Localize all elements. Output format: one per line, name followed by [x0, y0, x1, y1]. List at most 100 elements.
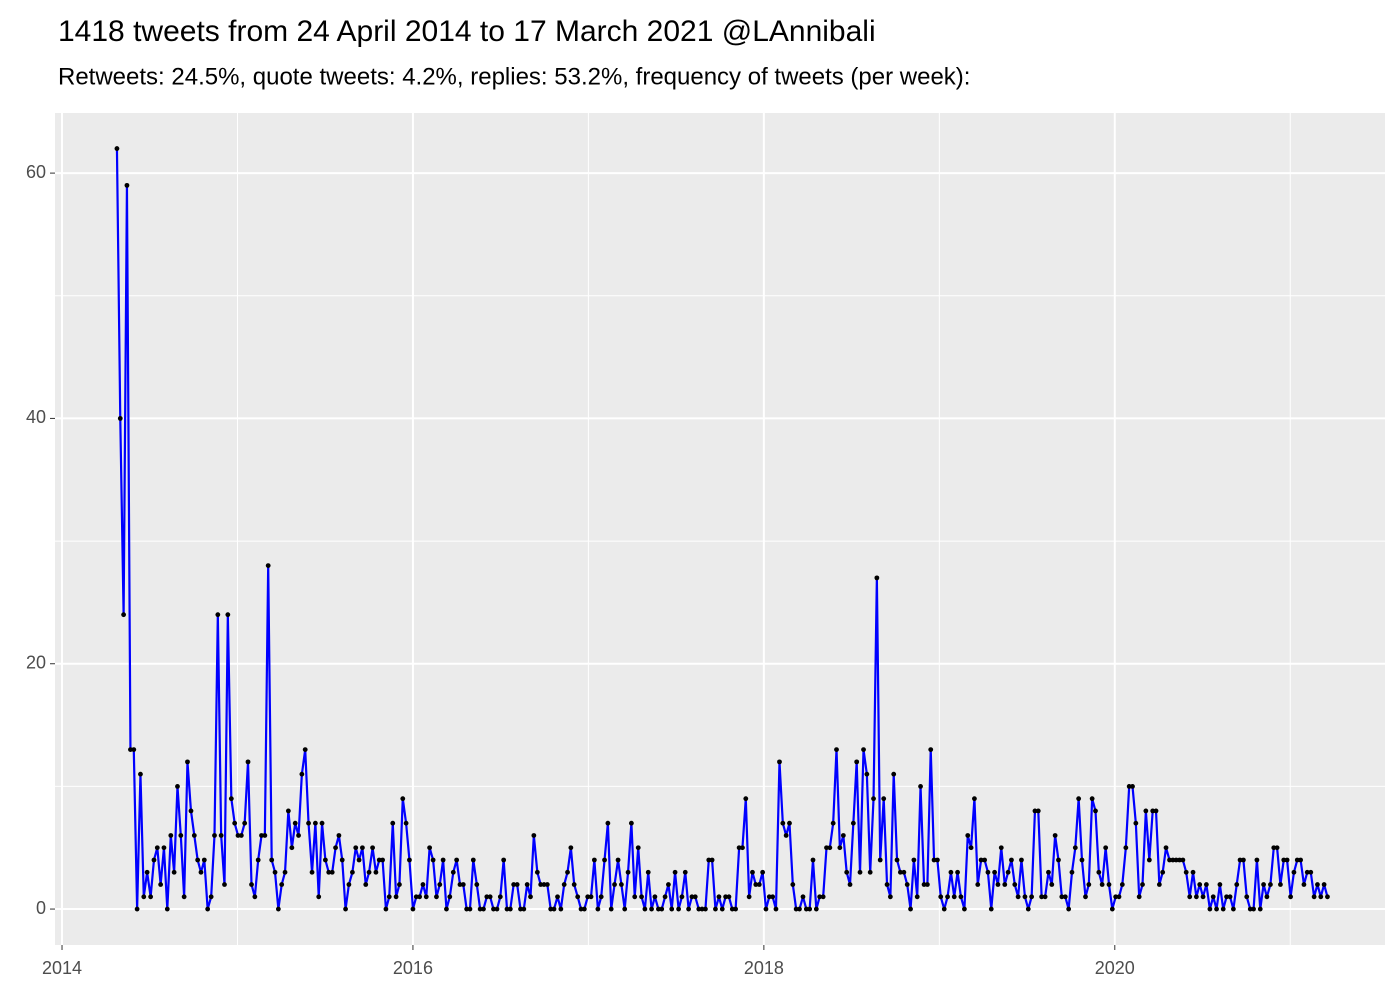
data-point: [585, 894, 591, 900]
data-point: [740, 845, 745, 851]
data-point: [474, 882, 480, 887]
data-point: [128, 747, 133, 753]
data-point: [1264, 894, 1270, 900]
data-point: [437, 882, 443, 887]
data-point: [1244, 894, 1250, 900]
data-point: [481, 906, 486, 912]
data-point: [995, 882, 1001, 887]
data-point: [928, 747, 934, 753]
data-point: [938, 894, 944, 900]
data-point: [302, 747, 308, 753]
data-point: [1274, 845, 1280, 851]
data-point: [444, 906, 449, 912]
data-point: [1234, 882, 1240, 887]
data-point: [847, 882, 853, 887]
data-point: [1288, 894, 1294, 900]
y-tick-label: 40: [26, 407, 46, 427]
data-point: [138, 771, 143, 777]
data-point: [901, 869, 907, 875]
data-point: [161, 845, 167, 851]
data-point: [215, 612, 221, 618]
data-point: [975, 882, 981, 887]
data-point: [837, 845, 843, 851]
data-point: [766, 894, 772, 900]
data-point: [1046, 869, 1051, 875]
data-point: [376, 857, 382, 863]
data-point: [1113, 894, 1119, 900]
data-point: [628, 820, 634, 826]
data-point: [1190, 869, 1196, 875]
data-point: [854, 759, 860, 765]
data-point: [713, 906, 718, 912]
data-point: [612, 882, 617, 887]
data-point: [625, 869, 631, 875]
data-point: [1180, 857, 1186, 863]
data-point: [908, 906, 913, 912]
data-point: [450, 869, 456, 875]
data-point: [1167, 857, 1172, 863]
data-point: [366, 869, 372, 875]
data-point: [682, 869, 688, 875]
data-point: [1284, 857, 1290, 863]
data-point: [343, 906, 348, 912]
data-point: [232, 820, 238, 826]
data-point: [1301, 882, 1307, 887]
data-point: [383, 906, 389, 912]
data-point: [350, 869, 355, 875]
data-point: [1291, 869, 1297, 875]
data-point: [380, 857, 385, 863]
plot-panel: [55, 113, 1385, 945]
data-point: [632, 894, 638, 900]
data-point: [460, 882, 466, 887]
data-point: [1093, 808, 1098, 814]
data-point: [1119, 882, 1125, 887]
data-point: [534, 869, 540, 875]
data-point: [1325, 894, 1330, 900]
data-point: [1123, 845, 1129, 851]
data-point: [924, 882, 930, 887]
data-point: [1153, 808, 1159, 814]
data-point: [773, 906, 779, 912]
data-point: [259, 833, 264, 838]
data-point: [716, 894, 722, 900]
data-point: [218, 833, 224, 838]
data-point: [491, 906, 496, 912]
data-point: [689, 894, 695, 900]
data-point: [454, 857, 460, 863]
marks: [114, 146, 1330, 912]
data-point: [225, 612, 231, 618]
data-point: [787, 820, 792, 826]
data-point: [521, 906, 527, 912]
x-tick-label: 2020: [1095, 958, 1135, 978]
data-point: [750, 869, 755, 875]
data-point: [1318, 894, 1324, 900]
data-point: [1187, 894, 1193, 900]
data-point: [1241, 857, 1246, 863]
data-point: [639, 894, 644, 900]
y-tick-label: 60: [26, 162, 46, 182]
data-point: [121, 612, 127, 618]
data-point: [867, 869, 873, 875]
data-point: [423, 894, 429, 900]
data-point: [487, 894, 493, 900]
data-point: [168, 833, 174, 838]
data-point: [131, 747, 137, 753]
data-point: [430, 857, 436, 863]
data-point: [1321, 882, 1327, 887]
data-point: [1311, 894, 1317, 900]
data-point: [400, 796, 406, 802]
data-point: [669, 906, 675, 912]
data-point: [777, 759, 782, 765]
data-point: [212, 833, 217, 838]
data-point: [134, 906, 140, 912]
data-point: [649, 906, 654, 912]
data-point: [884, 882, 890, 887]
data-point: [158, 882, 164, 887]
data-point: [333, 845, 338, 851]
data-point: [299, 771, 305, 777]
data-point: [877, 857, 883, 863]
data-point: [921, 882, 927, 887]
data-point: [1214, 906, 1219, 912]
data-point: [434, 894, 439, 900]
data-point: [951, 894, 957, 900]
